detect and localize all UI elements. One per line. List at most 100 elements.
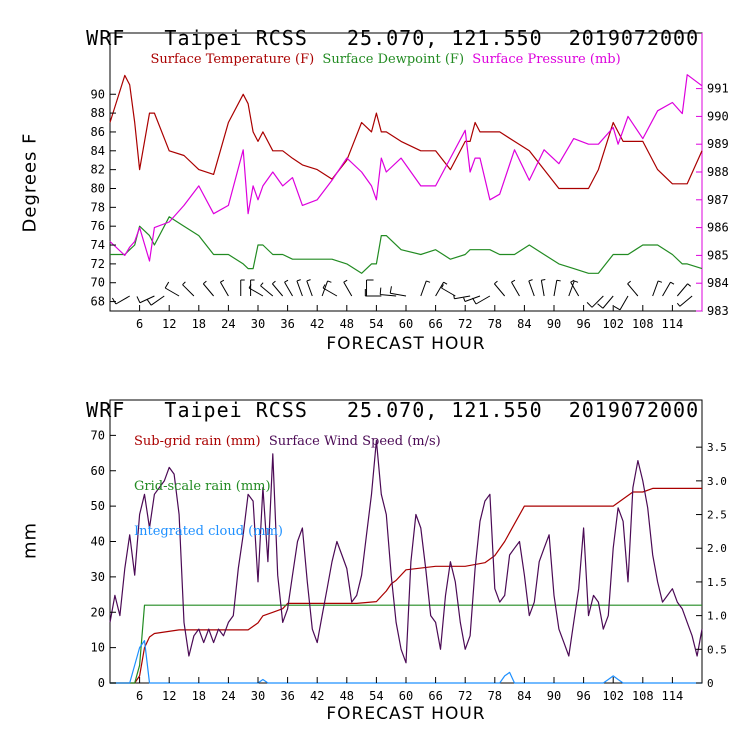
wind-barb bbox=[284, 279, 293, 297]
wind-barb bbox=[676, 283, 692, 297]
wind-barb bbox=[306, 279, 313, 297]
bottom-ytick-label-0: 0 bbox=[98, 676, 105, 690]
bottom-xtick-label-36: 36 bbox=[280, 689, 294, 703]
bottom-series-surface-wind-speed-m-s bbox=[109, 439, 703, 664]
top-xtick-label-36: 36 bbox=[280, 317, 294, 331]
wind-barb bbox=[240, 279, 245, 296]
bottom-ytick-label-40: 40 bbox=[91, 535, 105, 549]
top-xlabel: FORECAST HOUR bbox=[326, 334, 486, 354]
bottom-series-grid-scale-rain-mm bbox=[110, 604, 702, 684]
wind-barb bbox=[472, 295, 491, 305]
legend-wind: Surface Wind Speed (m/s) bbox=[268, 434, 441, 449]
wind-barb bbox=[296, 279, 303, 297]
wind-barb bbox=[389, 286, 407, 297]
bottom-header-init: 2019072000 bbox=[568, 398, 700, 422]
bottom-xtick-label-60: 60 bbox=[399, 689, 413, 703]
bottom-ytick-label-20: 20 bbox=[91, 605, 105, 619]
bottom-right-tick-label-3.5: 3.5 bbox=[707, 441, 727, 454]
bottom-xtick-label-72: 72 bbox=[458, 689, 472, 703]
wind-barb bbox=[511, 279, 520, 297]
bottom-right-tick-label-3.0: 3.0 bbox=[707, 475, 727, 488]
wind-barb bbox=[540, 279, 546, 297]
wind-barb bbox=[676, 295, 693, 307]
bottom-chart: 6 12 18 24 30 36 42 48 54 60 66 72 78 84 90 96 102 108 114… bbox=[91, 399, 727, 703]
top-xtick-label-102: 102 bbox=[602, 317, 624, 331]
bottom-xtick-label-48: 48 bbox=[340, 689, 354, 703]
bottom-right-tick-label-0: 0 bbox=[707, 677, 714, 690]
top-xtick-label-78: 78 bbox=[488, 317, 502, 331]
bottom-header: WRF Taipei RCSS 25.070, 121.550 20190720… bbox=[34, 374, 699, 446]
bottom-xtick-label-114: 114 bbox=[662, 689, 684, 703]
wind-barb bbox=[453, 294, 471, 300]
wind-barb bbox=[164, 281, 180, 297]
top-xtick-label-108: 108 bbox=[632, 317, 654, 331]
bottom-xtick-label-90: 90 bbox=[547, 689, 561, 703]
bottom-xlabel: FORECAST HOUR bbox=[326, 704, 486, 724]
top-series-surface-pressure-mb bbox=[109, 74, 703, 262]
top-right-tick-label-983: 983 bbox=[707, 304, 729, 318]
wind-barb bbox=[202, 280, 214, 297]
wind-barb bbox=[435, 281, 448, 297]
wind-barb bbox=[136, 295, 155, 304]
bottom-xtick-label-30: 30 bbox=[251, 689, 265, 703]
top-xtick-label-12: 12 bbox=[162, 317, 176, 331]
top-right-tick-label-985: 985 bbox=[707, 248, 729, 262]
wind-barb bbox=[420, 280, 431, 297]
wind-barb bbox=[627, 280, 639, 297]
bottom-xtick-label-96: 96 bbox=[576, 689, 590, 703]
top-right-tick-label-984: 984 bbox=[707, 276, 729, 290]
top-xtick-label-42: 42 bbox=[310, 317, 324, 331]
wind-barb bbox=[597, 295, 614, 309]
top-ytick-label-76: 76 bbox=[91, 219, 105, 233]
bottom-xtick-label-108: 108 bbox=[632, 689, 654, 703]
bottom-series-integrated-cloud-mm bbox=[110, 640, 702, 684]
wind-barb bbox=[553, 279, 561, 297]
bottom-ytick-label-10: 10 bbox=[91, 641, 105, 655]
bottom-xtick-label-78: 78 bbox=[488, 689, 502, 703]
bottom-header-model: WRF bbox=[86, 398, 126, 422]
wind-barb bbox=[493, 280, 506, 297]
top-ytick-label-74: 74 bbox=[91, 238, 105, 252]
top-xtick-label-18: 18 bbox=[192, 317, 206, 331]
bottom-xtick-label-6: 6 bbox=[136, 689, 143, 703]
wind-barb bbox=[343, 279, 353, 297]
bottom-right-tick-label-1.5: 1.5 bbox=[707, 576, 727, 589]
wind-barb bbox=[570, 279, 580, 297]
top-xtick-label-24: 24 bbox=[221, 317, 235, 331]
wind-barb bbox=[248, 284, 264, 297]
bottom-xtick-label-42: 42 bbox=[310, 689, 324, 703]
top-xtick-label-90: 90 bbox=[547, 317, 561, 331]
bottom-ytick-label-70: 70 bbox=[91, 428, 105, 442]
wind-barb bbox=[586, 295, 604, 308]
top-ytick-label-88: 88 bbox=[91, 106, 105, 120]
top-header-coords: 25.070, 121.550 bbox=[347, 26, 543, 50]
top-right-tick-label-989: 989 bbox=[707, 137, 729, 151]
top-xtick-label-30: 30 bbox=[251, 317, 265, 331]
top-xtick-label-84: 84 bbox=[517, 317, 531, 331]
wind-barb bbox=[260, 282, 274, 297]
bottom-header-coords: 25.070, 121.550 bbox=[347, 398, 543, 422]
bottom-right-tick-label-1.0: 1.0 bbox=[707, 610, 727, 623]
wind-barb bbox=[182, 281, 195, 297]
bottom-ytick-label-30: 30 bbox=[91, 570, 105, 584]
top-xtick-label-48: 48 bbox=[340, 317, 354, 331]
top-xtick-label-54: 54 bbox=[369, 317, 383, 331]
bottom-right-tick-label-2.5: 2.5 bbox=[707, 509, 727, 522]
top-ytick-label-72: 72 bbox=[91, 257, 105, 271]
legend-temperature: Surface Temperature (F) bbox=[150, 52, 315, 67]
bottom-right-tick-label-0.5: 0.5 bbox=[707, 643, 727, 656]
top-header-station: Taipei RCSS bbox=[164, 26, 308, 50]
wind-barb bbox=[652, 280, 663, 297]
top-ytick-label-70: 70 bbox=[91, 276, 105, 290]
top-xtick-label-114: 114 bbox=[662, 317, 684, 331]
wind-barb bbox=[271, 280, 284, 297]
top-ytick-label-82: 82 bbox=[91, 163, 105, 177]
bottom-series-sub-grid-rain-mm bbox=[110, 487, 702, 684]
legend-dewpoint: Surface Dewpoint (F) bbox=[322, 52, 465, 67]
top-xtick-label-6: 6 bbox=[136, 317, 143, 331]
bottom-panel: WRF Taipei RCSS 25.070, 121.550 20190720… bbox=[0, 370, 740, 740]
bottom-right-tick-label-2.0: 2.0 bbox=[707, 542, 727, 555]
top-xtick-label-60: 60 bbox=[399, 317, 413, 331]
bottom-ytick-label-50: 50 bbox=[91, 499, 105, 513]
top-ytick-label-80: 80 bbox=[91, 181, 105, 195]
